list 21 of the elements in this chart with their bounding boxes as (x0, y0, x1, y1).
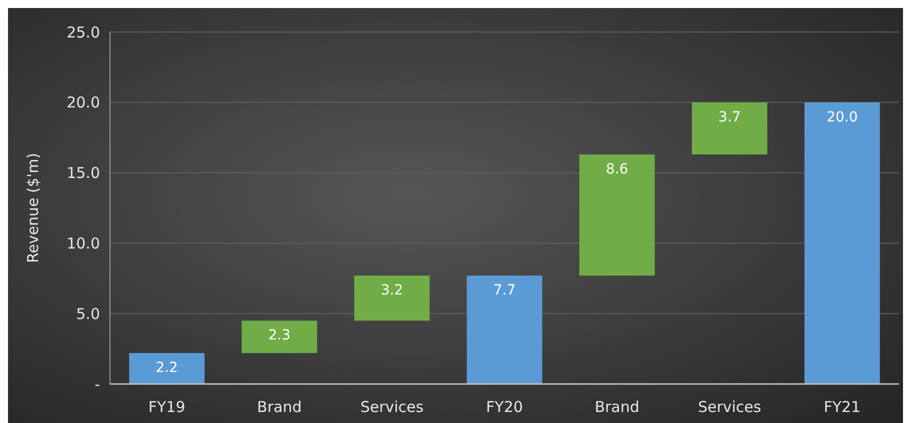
y-tick-label: 10.0 (66, 234, 100, 252)
data-label: 7.7 (493, 282, 516, 299)
y-tick-label: 25.0 (66, 23, 100, 42)
data-label: 2.3 (268, 328, 291, 344)
y-axis-title: Revenue ($'m) (24, 152, 42, 264)
data-label: 2.2 (156, 360, 178, 376)
x-tick-label: FY19 (148, 398, 186, 416)
x-tick-label: Services (698, 398, 762, 416)
y-tick-label: - (94, 375, 100, 394)
x-tick-label: Services (360, 398, 424, 416)
y-tick-label: 15.0 (66, 164, 100, 182)
x-tick-label: FY20 (486, 398, 523, 416)
data-label: 3.2 (380, 282, 404, 299)
y-tick-label: 5.0 (76, 304, 100, 323)
y-tick-label: 20.0 (66, 94, 100, 112)
x-tick-label: Brand (594, 398, 640, 416)
data-label: 3.7 (718, 109, 741, 126)
x-tick-label: FY21 (824, 398, 861, 416)
data-label: 20.0 (826, 109, 858, 126)
x-tick-label: Brand (257, 398, 302, 416)
data-label: 8.6 (606, 161, 628, 178)
